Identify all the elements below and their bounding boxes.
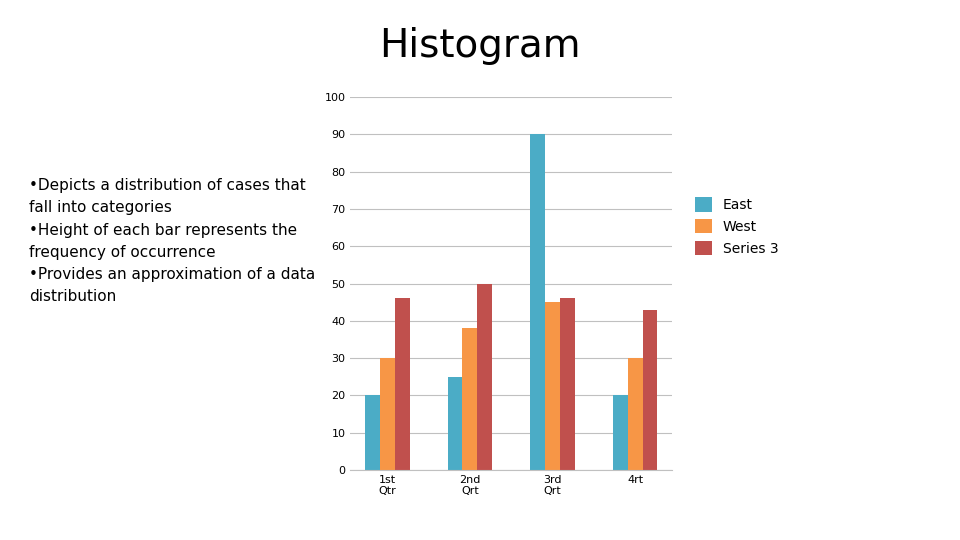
Bar <box>642 309 658 470</box>
Bar <box>447 377 463 470</box>
Legend: East, West, Series 3: East, West, Series 3 <box>695 197 779 255</box>
Bar <box>560 299 575 470</box>
Bar <box>365 395 380 470</box>
Bar <box>463 328 477 470</box>
Bar <box>628 358 642 470</box>
Bar <box>380 358 395 470</box>
Bar <box>530 134 545 470</box>
Bar <box>477 284 492 470</box>
Bar <box>545 302 560 470</box>
Bar <box>612 395 628 470</box>
Text: Histogram: Histogram <box>379 27 581 65</box>
Bar <box>395 299 410 470</box>
Text: •Depicts a distribution of cases that
fall into categories
•Height of each bar r: •Depicts a distribution of cases that fa… <box>29 178 315 304</box>
